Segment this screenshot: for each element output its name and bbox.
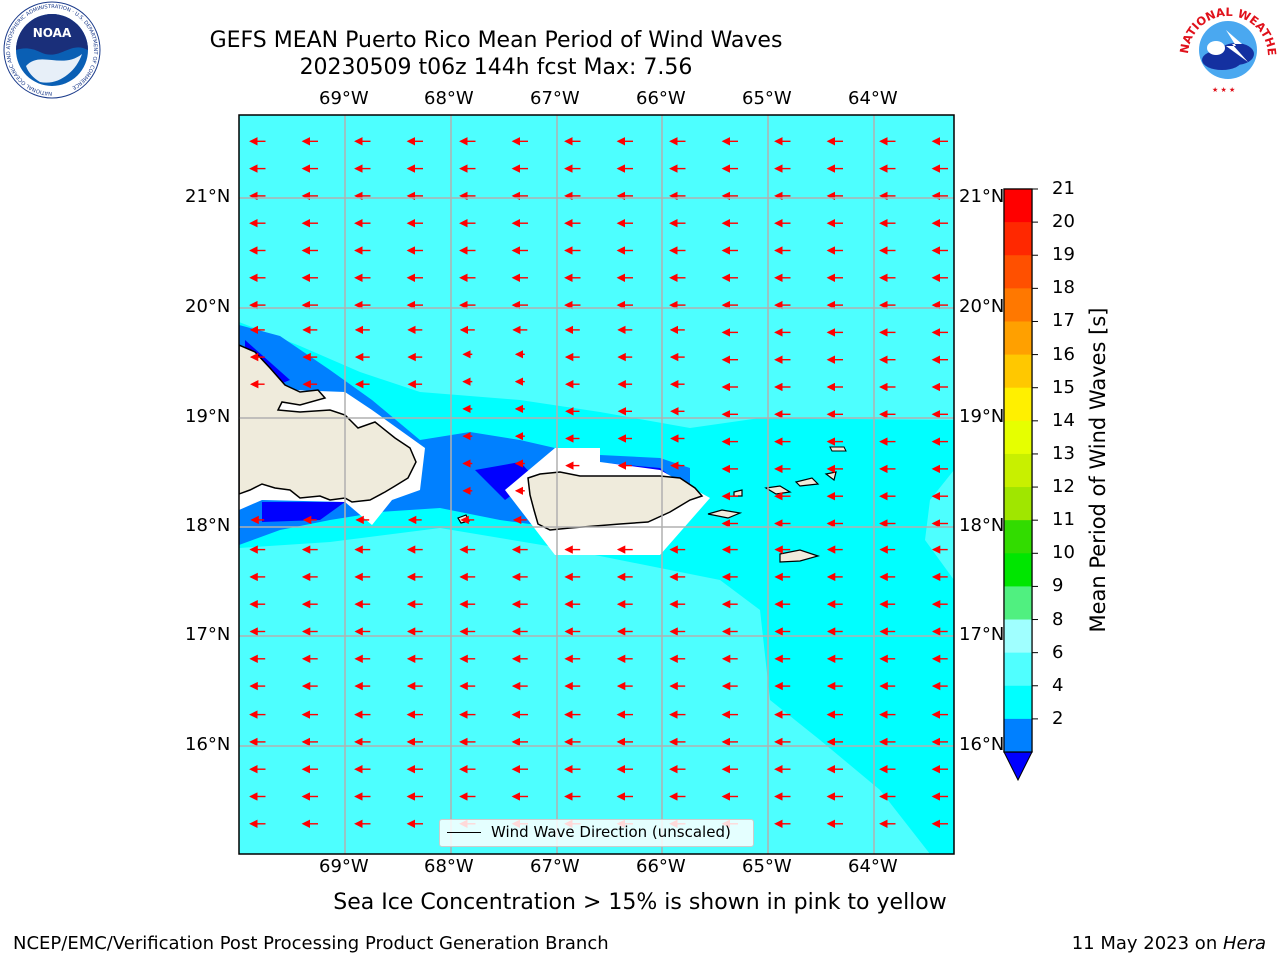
colorbar-tick-label: 15	[1052, 376, 1075, 398]
credit-date: 11 May 2023 on	[1071, 933, 1223, 954]
colorbar-band	[1004, 189, 1032, 223]
lon-label-bottom-64w: 64°W	[848, 856, 898, 877]
lon-label-top-67w: 67°W	[530, 88, 580, 109]
chart-title: GEFS MEAN Puerto Rico Mean Period of Win…	[209, 28, 783, 53]
colorbar-band	[1004, 718, 1032, 753]
credit-left: NCEP/EMC/Verification Post Processing Pr…	[13, 933, 609, 954]
lat-label-right-20n: 20°N	[959, 296, 1005, 317]
colorbar-band	[1004, 420, 1032, 455]
colorbar-tick-label: 12	[1052, 476, 1075, 498]
wave-period-band-under-2a	[245, 340, 290, 388]
colorbar-label: Mean Period of Wind Waves [s]	[1086, 307, 1110, 633]
lat-label-left-20n: 20°N	[185, 296, 231, 317]
map-gridlines	[239, 115, 954, 854]
colorbar-tick-label: 18	[1052, 277, 1075, 299]
wave-period-band-under-2b	[262, 502, 345, 522]
lat-label-left-17n: 17°N	[185, 624, 231, 645]
colorbar-tick-label: 16	[1052, 343, 1075, 365]
lon-label-bottom-66w: 66°W	[636, 856, 686, 877]
colorbar-tick-label: 11	[1052, 509, 1075, 531]
lon-label-bottom-69w: 69°W	[319, 856, 369, 877]
lon-label-bottom-67w: 67°W	[530, 856, 580, 877]
lon-label-top-65w: 65°W	[742, 88, 792, 109]
noaa-logo-text: NOAA	[33, 26, 72, 40]
wind-wave-arrows	[249, 137, 948, 828]
land-anegada	[829, 446, 847, 452]
colorbar-band	[1004, 321, 1032, 356]
colorbar-tick-label: 6	[1052, 641, 1064, 663]
lat-label-right-17n: 17°N	[959, 624, 1005, 645]
sea-ice-note: Sea Ice Concentration > 15% is shown in …	[333, 890, 947, 915]
colorbar-tick-label: 13	[1052, 442, 1075, 464]
lat-label-right-16n: 16°N	[959, 734, 1005, 755]
colorbar-band	[1004, 487, 1032, 521]
colorbar-tick-label: 10	[1052, 542, 1075, 564]
land-st-croix	[779, 549, 821, 563]
land-virgin-islands	[733, 471, 837, 497]
lat-label-left-18n: 18°N	[185, 515, 231, 536]
legend-line-swatch	[447, 832, 481, 833]
lat-label-right-19n: 19°N	[959, 406, 1005, 427]
colorbar-band	[1004, 255, 1032, 289]
colorbar-band	[1004, 387, 1032, 422]
lat-label-left-19n: 19°N	[185, 406, 231, 427]
colorbar-tick-label: 19	[1052, 244, 1075, 266]
colorbar-overlay	[1003, 188, 1033, 753]
land-hispaniola	[239, 344, 417, 503]
colorbar-band	[1004, 553, 1032, 587]
colorbar-tick-label: 14	[1052, 409, 1075, 431]
colorbar-band	[1004, 520, 1032, 554]
colorbar-tick-label: 4	[1052, 674, 1064, 696]
colorbar-band	[1004, 354, 1032, 389]
lon-label-bottom-65w: 65°W	[742, 856, 792, 877]
wave-period-band-under-2c	[475, 462, 535, 500]
colorbar-tick-label: 20	[1052, 211, 1075, 233]
chart-subtitle: 20230509 t06z 144h fcst Max: 7.56	[299, 55, 693, 80]
colorbar-band	[1004, 222, 1032, 256]
noaa-logo: NATIONAL OCEANIC AND ATMOSPHERIC ADMINIS…	[0, 0, 104, 104]
land-puerto-rico	[527, 471, 704, 531]
lat-label-right-18n: 18°N	[959, 515, 1005, 536]
colorbar-tick-label: 9	[1052, 575, 1064, 597]
colorbar-tick-label: 21	[1052, 178, 1075, 199]
lat-label-left-21n: 21°N	[185, 186, 231, 207]
colorbar-band	[1004, 685, 1032, 720]
colorbar-band	[1004, 586, 1032, 621]
colorbar-band	[1004, 652, 1032, 687]
lon-label-top-64w: 64°W	[848, 88, 898, 109]
colorbar-band	[1004, 453, 1032, 488]
lat-label-right-21n: 21°N	[959, 186, 1005, 207]
lon-label-top-68w: 68°W	[424, 88, 474, 109]
legend-label: Wind Wave Direction (unscaled)	[491, 823, 731, 841]
lat-label-left-16n: 16°N	[185, 734, 231, 755]
colorbar-tick-label: 8	[1052, 608, 1064, 630]
nws-logo: NATIONAL WEATHER SERVICE ★ ★ ★	[1172, 0, 1280, 104]
lon-label-top-66w: 66°W	[636, 88, 686, 109]
svg-text:★ ★ ★: ★ ★ ★	[1212, 86, 1235, 94]
lon-label-top-69w: 69°W	[319, 88, 369, 109]
legend: Wind Wave Direction (unscaled)	[439, 819, 754, 847]
colorbar-tick-label: 2	[1052, 707, 1064, 729]
credit-host: Hera	[1222, 933, 1266, 954]
lon-label-bottom-68w: 68°W	[424, 856, 474, 877]
map-frame	[238, 114, 955, 855]
colorbar-band	[1004, 619, 1032, 654]
colorbar-band	[1004, 288, 1032, 322]
land-vieques	[707, 509, 743, 519]
colorbar-tick-label: 17	[1052, 310, 1075, 332]
credit-right: 11 May 2023 on Hera	[1072, 933, 1266, 955]
